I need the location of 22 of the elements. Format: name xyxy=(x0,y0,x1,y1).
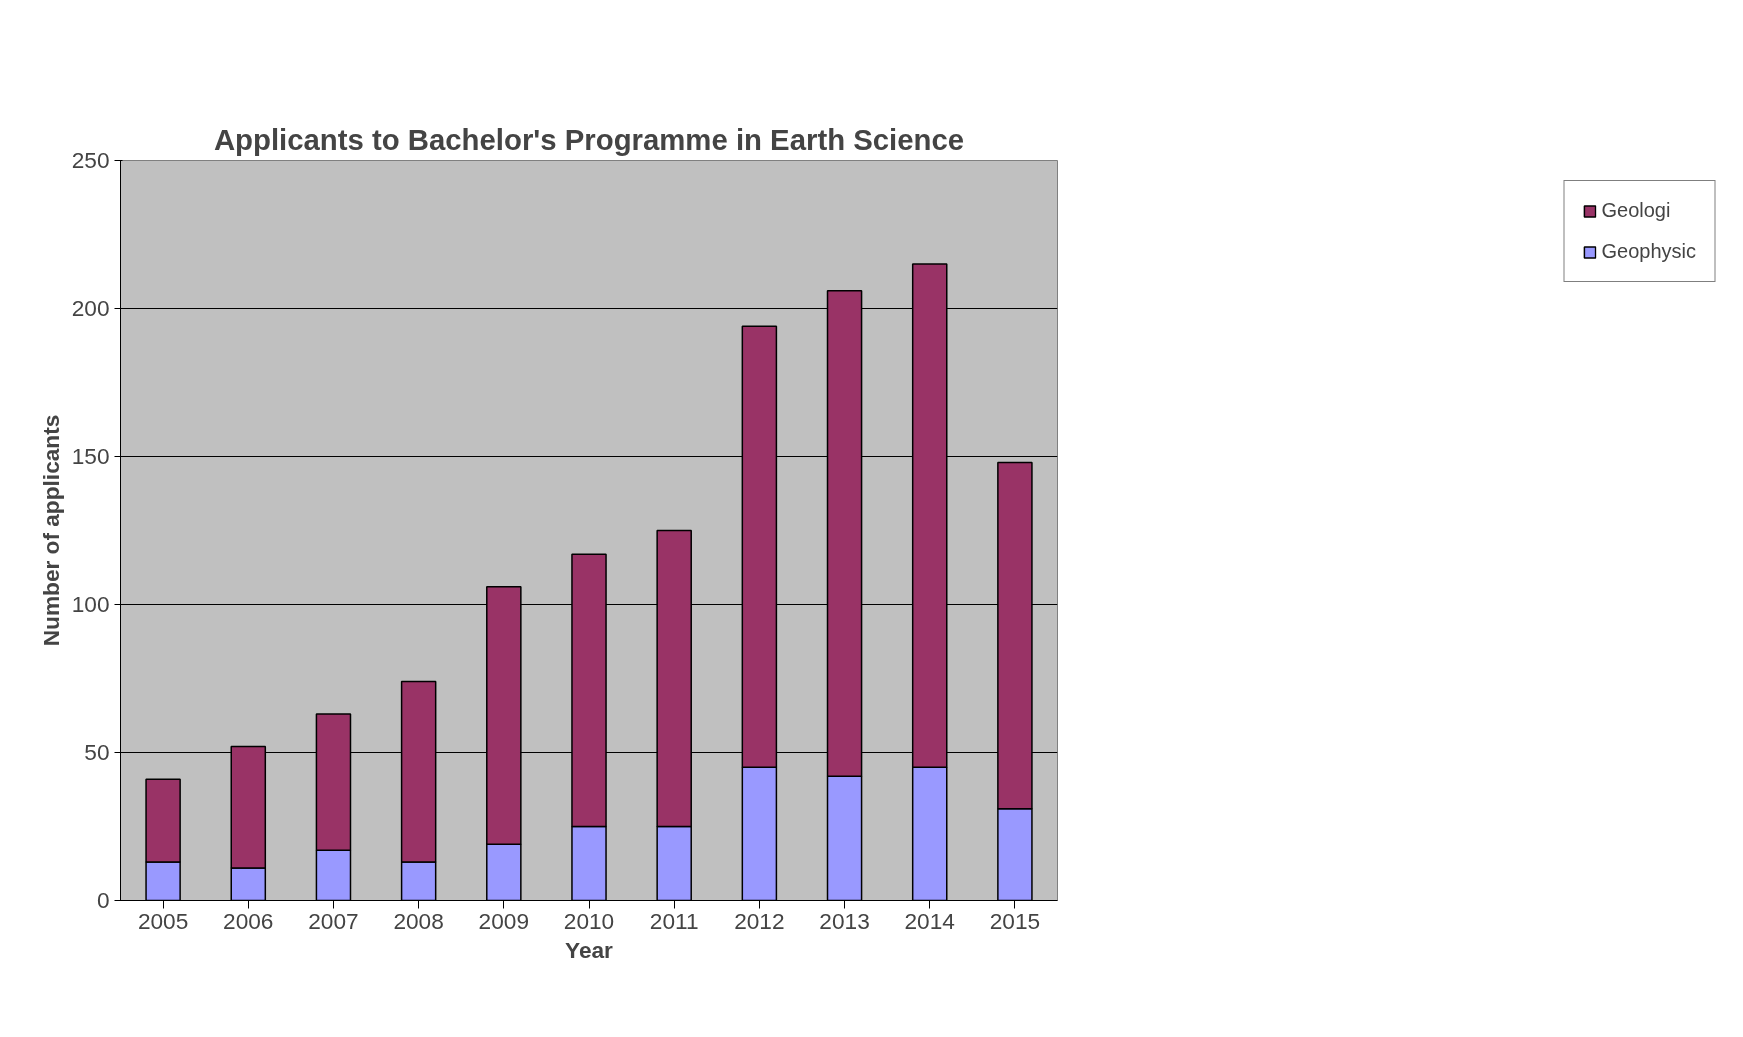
legend-label: Geologi xyxy=(1601,199,1671,222)
y-tick-label: 150 xyxy=(71,443,110,469)
y-tick-label: 100 xyxy=(71,591,110,617)
x-tick-label: 2009 xyxy=(478,907,530,934)
x-axis-title: Year xyxy=(565,936,614,963)
x-tick-label: 2015 xyxy=(989,907,1041,934)
y-tick-label: 50 xyxy=(84,739,110,765)
x-tick-label: 2012 xyxy=(734,907,785,934)
y-tick-label: 200 xyxy=(71,295,110,321)
legend-label: Geophysic xyxy=(1601,240,1696,263)
chart-title: Applicants to Bachelor's Programme in Earth Science xyxy=(213,122,965,156)
x-tick-label: 2010 xyxy=(563,907,615,934)
y-tick-label: 0 xyxy=(96,887,110,913)
x-tick-label: 2014 xyxy=(904,907,955,934)
y-axis-title: Number of applicants xyxy=(37,414,64,647)
x-tick-label: 2006 xyxy=(223,907,274,934)
x-tick-label: 2007 xyxy=(308,907,359,934)
y-tick-label: 250 xyxy=(71,147,110,173)
x-tick-label: 2011 xyxy=(649,907,699,934)
x-tick-label: 2008 xyxy=(393,907,444,934)
x-tick-label: 2013 xyxy=(819,907,870,934)
x-tick-label: 2005 xyxy=(137,907,189,934)
